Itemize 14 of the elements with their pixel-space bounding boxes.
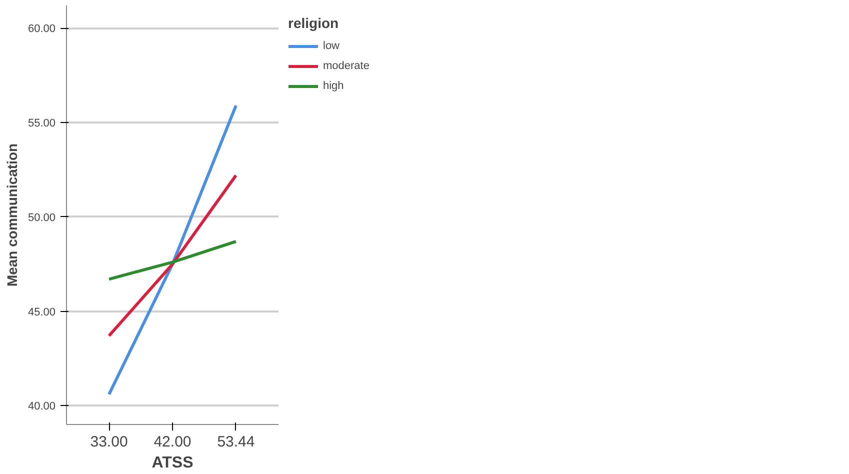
x-tick-label: 53.44	[217, 434, 255, 450]
legend-title: religion	[288, 15, 340, 31]
legend-label: low	[323, 40, 341, 52]
y-tick-label: 40.00	[28, 400, 56, 413]
x-tick-label: 42.00	[154, 434, 192, 450]
y-tick-label: 55.00	[28, 118, 56, 130]
y-axis-title: Mean communication	[4, 143, 20, 287]
y-tick-label: 60.00	[28, 23, 56, 36]
x-tick-label: 33.00	[90, 434, 128, 450]
x-axis-title: ATSS	[152, 454, 194, 472]
y-tick-label: 45.00	[28, 306, 56, 318]
legend-label: high	[323, 80, 344, 92]
legend-label: moderate	[323, 60, 370, 72]
y-tick-label: 50.00	[28, 212, 56, 224]
